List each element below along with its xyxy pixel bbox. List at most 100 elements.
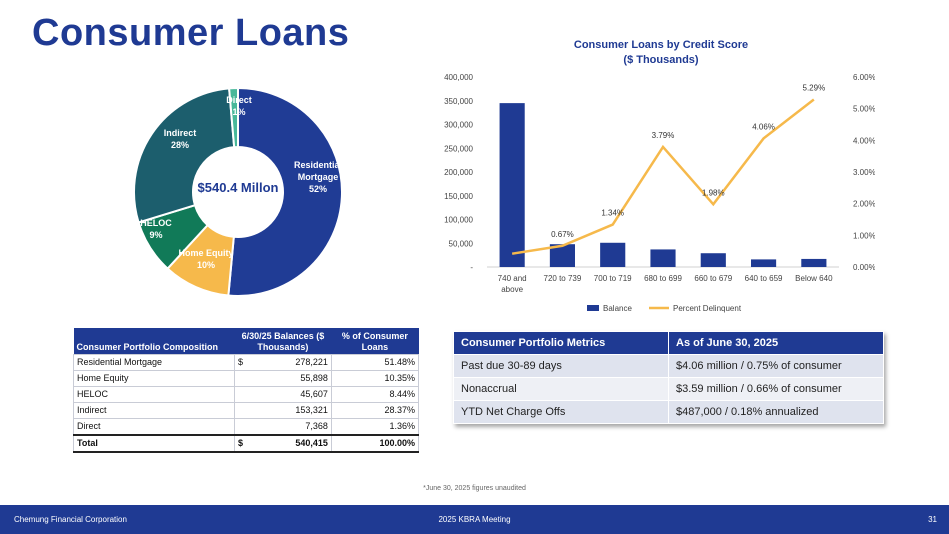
metrics-row: Past due 30-89 days $4.06 million / 0.75%… bbox=[453, 354, 884, 378]
donut-label-heloc: HELOC 9% bbox=[140, 218, 172, 240]
donut-center-label: $540.4 Millon bbox=[198, 180, 279, 195]
legend-label-delinquent: Percent Delinquent bbox=[673, 304, 742, 313]
metric-label: Nonaccrual bbox=[453, 377, 669, 401]
table-row: Indirect 153,321 28.37% bbox=[73, 402, 420, 419]
y-left-tick: 150,000 bbox=[444, 192, 473, 201]
row-pct: 8.44% bbox=[330, 386, 420, 403]
x-tick-label: 660 to 679 bbox=[694, 274, 732, 283]
footnote: *June 30, 2025 figures unaudited bbox=[423, 485, 526, 492]
row-currency bbox=[234, 386, 255, 403]
data-label-5: 4.06% bbox=[752, 122, 775, 131]
row-amount: 7,368 bbox=[255, 418, 332, 436]
bar-0 bbox=[499, 103, 525, 267]
table-row: Home Equity 55,898 10.35% bbox=[73, 370, 420, 387]
metric-value: $487,000 / 0.18% annualized bbox=[668, 400, 884, 424]
x-tick-label: 700 to 719 bbox=[594, 274, 632, 283]
y-left-tick: 50,000 bbox=[449, 239, 474, 248]
composition-table: Consumer Portfolio Composition 6/30/25 B… bbox=[73, 328, 420, 453]
y-right-tick: 6.00% bbox=[853, 73, 875, 82]
row-pct: 51.48% bbox=[330, 354, 420, 371]
header-metrics: Consumer Portfolio Metrics bbox=[453, 331, 669, 355]
footer-bar: Chemung Financial Corporation 2025 KBRA … bbox=[0, 505, 949, 534]
x-tick-label: 740 and above bbox=[498, 274, 527, 294]
row-pct: 1.36% bbox=[330, 418, 420, 436]
y-left-tick: 100,000 bbox=[444, 216, 473, 225]
chart-title: Consumer Loans by Credit Score bbox=[574, 39, 748, 51]
y-left-tick: 250,000 bbox=[444, 144, 473, 153]
row-amount: 278,221 bbox=[255, 354, 332, 371]
header-composition: Consumer Portfolio Composition bbox=[73, 328, 235, 355]
metrics-row: YTD Net Charge Offs $487,000 / 0.18% annu… bbox=[453, 400, 884, 424]
bar-4 bbox=[700, 253, 726, 267]
row-amount: 153,321 bbox=[255, 402, 332, 419]
y-right-tick: 2.00% bbox=[853, 200, 875, 209]
data-label-4: 1.98% bbox=[702, 188, 725, 197]
row-label: Total bbox=[73, 434, 235, 453]
metric-value: $4.06 million / 0.75% of consumer bbox=[668, 354, 884, 378]
y-right-tick: 5.00% bbox=[853, 105, 875, 114]
table-row: Direct 7,368 1.36% bbox=[73, 418, 420, 436]
bar-1 bbox=[549, 244, 575, 267]
bar-3 bbox=[650, 249, 676, 267]
table-row: Residential Mortgage $278,221 51.48% bbox=[73, 354, 420, 371]
y-right-tick: 3.00% bbox=[853, 168, 875, 177]
legend-swatch-balance bbox=[587, 305, 599, 311]
x-tick-label: 640 to 659 bbox=[745, 274, 783, 283]
donut-slice-residential-mortgage bbox=[227, 86, 343, 297]
row-currency bbox=[234, 402, 255, 419]
row-label: Direct bbox=[73, 418, 235, 436]
metric-label: YTD Net Charge Offs bbox=[453, 400, 669, 424]
bar-6 bbox=[801, 258, 827, 267]
delinquent-line bbox=[511, 98, 815, 255]
metrics-table: Consumer Portfolio Metrics As of June 30… bbox=[453, 331, 884, 424]
row-currency: $ bbox=[234, 354, 255, 371]
page-number: 31 bbox=[928, 515, 937, 524]
y-left-tick: 300,000 bbox=[444, 121, 473, 130]
table-row: HELOC 45,607 8.44% bbox=[73, 386, 420, 403]
y-left-tick: 350,000 bbox=[444, 97, 473, 106]
donut-slice-direct bbox=[228, 86, 239, 149]
row-label: Residential Mortgage bbox=[73, 354, 235, 371]
y-left-tick: 200,000 bbox=[444, 168, 473, 177]
row-currency bbox=[234, 418, 255, 436]
y-left-tick: - bbox=[470, 263, 473, 272]
footer-company: Chemung Financial Corporation bbox=[14, 515, 127, 524]
y-left-tick: 400,000 bbox=[444, 73, 473, 82]
metric-value: $3.59 million / 0.66% of consumer bbox=[668, 377, 884, 401]
x-tick-label: 680 to 699 bbox=[644, 274, 682, 283]
data-label-6: 5.29% bbox=[803, 83, 826, 92]
y-right-tick: 4.00% bbox=[853, 136, 875, 145]
data-label-2: 1.34% bbox=[601, 209, 624, 218]
metrics-row: Nonaccrual $3.59 million / 0.66% of consu… bbox=[453, 377, 884, 401]
y-right-tick: 0.00% bbox=[853, 263, 875, 272]
row-label: HELOC bbox=[73, 386, 235, 403]
row-amount: 45,607 bbox=[255, 386, 332, 403]
donut-label-direct: Direct 1% bbox=[226, 95, 252, 117]
row-label: Indirect bbox=[73, 402, 235, 419]
row-currency bbox=[234, 370, 255, 387]
row-label: Home Equity bbox=[73, 370, 235, 387]
row-currency: $ bbox=[234, 434, 255, 453]
row-pct: 28.37% bbox=[330, 402, 420, 419]
donut-slice-indirect bbox=[133, 87, 236, 224]
data-label-3: 3.79% bbox=[652, 131, 675, 140]
header-as-of: As of June 30, 2025 bbox=[668, 331, 884, 355]
bar-5 bbox=[751, 259, 777, 267]
chart-subtitle: ($ Thousands) bbox=[623, 54, 699, 66]
row-amount: 540,415 bbox=[255, 434, 332, 453]
y-right-tick: 1.00% bbox=[853, 231, 875, 240]
x-tick-label: Below 640 bbox=[795, 274, 833, 283]
x-tick-label: 720 to 739 bbox=[544, 274, 582, 283]
row-pct: 10.35% bbox=[330, 370, 420, 387]
header-pct-of-loans: % of Consumer Loans bbox=[331, 328, 419, 355]
portfolio-donut-chart: Residential Mortgage 52% Home Equity 10% HELO… bbox=[133, 86, 343, 297]
table-total-row: Total $540,415 100.00% bbox=[73, 434, 420, 453]
legend-label-balance: Balance bbox=[603, 304, 632, 313]
data-label-1: 0.67% bbox=[551, 230, 574, 239]
row-amount: 55,898 bbox=[255, 370, 332, 387]
bar-2 bbox=[600, 242, 626, 267]
row-pct: 100.00% bbox=[330, 434, 420, 453]
metric-label: Past due 30-89 days bbox=[453, 354, 669, 378]
donut-label-home-equity: Home Equity 10% bbox=[178, 248, 233, 270]
slide-title: Consumer Loans bbox=[32, 12, 350, 54]
